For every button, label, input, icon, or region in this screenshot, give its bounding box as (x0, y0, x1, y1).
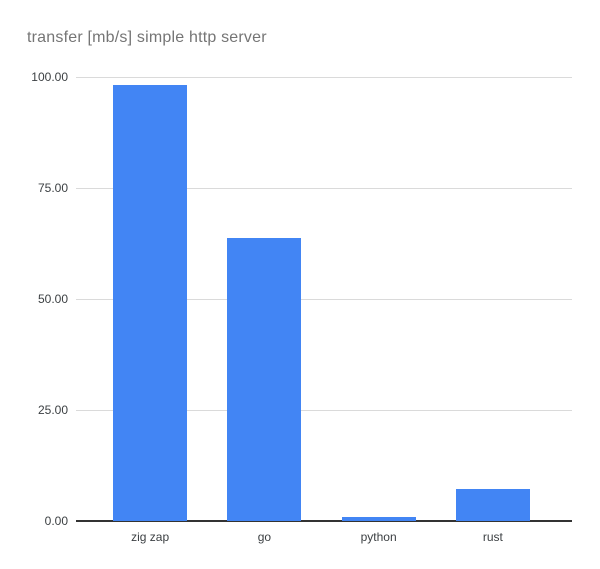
x-tick-label: zig zap (131, 530, 170, 544)
gridline (76, 299, 572, 300)
chart-title: transfer [mb/s] simple http server (27, 29, 267, 46)
x-tick-label: python (360, 530, 397, 544)
y-tick-label: 100.00 (31, 70, 68, 84)
y-tick-label: 75.00 (37, 181, 68, 195)
gridline (76, 188, 572, 189)
bar-go[interactable] (227, 238, 302, 521)
x-axis-baseline (76, 520, 572, 522)
plot-area: 0.00 25.00 50.00 75.00 100.00 zig zap go python… (31, 70, 572, 544)
bar-rust[interactable] (455, 489, 530, 521)
y-tick-label: 0.00 (44, 514, 68, 528)
y-tick-label: 25.00 (37, 403, 68, 417)
x-tick-label: rust (482, 530, 503, 544)
x-tick-label: go (257, 530, 272, 544)
bar-zig-zap[interactable] (113, 85, 188, 521)
gridline (76, 410, 572, 411)
gridline (76, 77, 572, 78)
bar-python[interactable] (341, 517, 416, 521)
y-tick-label: 50.00 (37, 292, 68, 306)
